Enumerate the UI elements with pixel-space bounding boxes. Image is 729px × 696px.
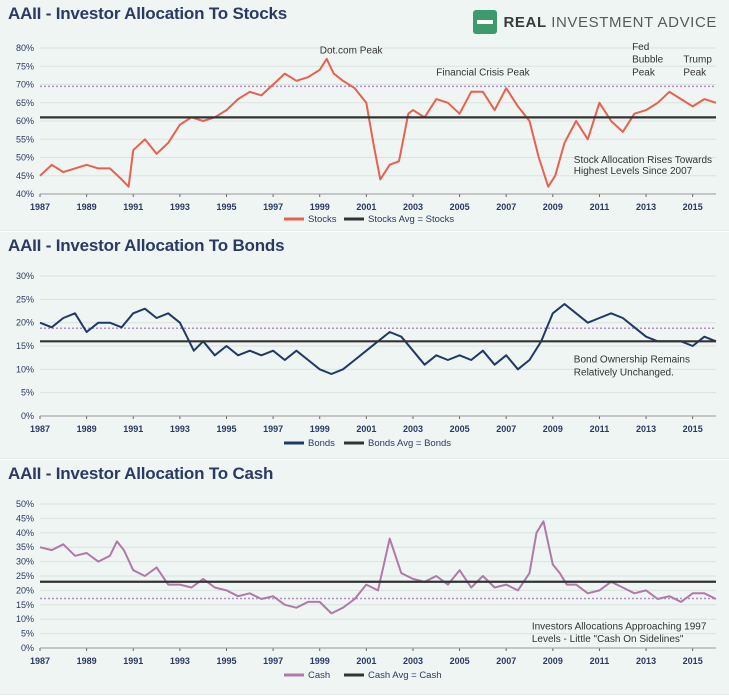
bonds-chart-svg: 0% 5% 10% 15% 20% 25% 30% 1987 1989 1991 1993 1995 1…	[0, 232, 729, 458]
cash-y-tick-label: 5%	[21, 629, 34, 639]
stocks-x-tick-label: 2001	[356, 202, 376, 212]
stocks-y-tick-label: 65%	[16, 98, 34, 108]
cash-x-tick-label: 1991	[123, 656, 143, 666]
bonds-annotation: Bond Ownership Remains	[574, 354, 690, 365]
cash-annotation: Investors Allocations Approaching 1997	[532, 621, 707, 632]
stocks-annotation: Peak	[683, 67, 707, 78]
stocks-y-tick-label: 40%	[16, 189, 34, 199]
bonds-y-tick-label: 5%	[21, 388, 34, 398]
cash-x-tick-label: 2001	[356, 656, 376, 666]
cash-x-tick-label: 1987	[30, 656, 50, 666]
stocks-x-tick-label: 2009	[543, 202, 563, 212]
bonds-y-tick-label: 20%	[16, 318, 34, 328]
cash-legend-label: Cash	[308, 670, 330, 681]
stocks-y-tick-label: 70%	[16, 80, 34, 90]
bonds-x-tick-label: 1993	[170, 424, 190, 434]
stocks-x-tick-label: 2005	[450, 202, 470, 212]
stocks-x-tick-label: 2015	[683, 202, 703, 212]
stocks-x-tick-label: 1999	[310, 202, 330, 212]
bonds-legend-label: Bonds	[308, 438, 335, 449]
stocks-annotation: Financial Crisis Peak	[436, 67, 530, 78]
stocks-annotation: Trump	[683, 55, 712, 66]
bonds-x-tick-label: 1997	[263, 424, 283, 434]
bonds-y-tick-label: 30%	[16, 271, 34, 281]
bonds-x-tick-label: 2015	[683, 424, 703, 434]
bonds-y-tick-label: 0%	[21, 411, 34, 421]
cash-y-tick-label: 35%	[16, 542, 34, 552]
cash-y-tick-label: 25%	[16, 571, 34, 581]
stocks-x-tick-label: 2013	[636, 202, 656, 212]
cash-series-line	[40, 521, 716, 613]
stocks-x-tick-label: 2011	[590, 202, 610, 212]
cash-x-tick-label: 1993	[170, 656, 190, 666]
cash-x-tick-label: 1999	[310, 656, 330, 666]
cash-y-tick-label: 50%	[16, 499, 34, 509]
stocks-legend-label: Stocks	[308, 214, 337, 225]
stocks-x-tick-label: 2003	[403, 202, 423, 212]
cash-x-tick-label: 2005	[450, 656, 470, 666]
bonds-legend-avg-label: Bonds Avg = Bonds	[368, 438, 451, 449]
bonds-x-tick-label: 1989	[77, 424, 97, 434]
bonds-x-tick-label: 2013	[636, 424, 656, 434]
cash-y-tick-label: 10%	[16, 614, 34, 624]
cash-chart-svg: 0% 5% 10% 15% 20% 25% 30% 35% 40% 45% 50% 1987 1989 1…	[0, 460, 729, 694]
cash-y-tick-label: 45%	[16, 513, 34, 523]
cash-x-tick-label: 2013	[636, 656, 656, 666]
stocks-annotation: Dot.com Peak	[320, 45, 384, 56]
cash-x-tick-label: 1989	[77, 656, 97, 666]
stocks-chart-panel: AAII - Investor Allocation To Stocks REA…	[0, 0, 729, 231]
bonds-x-tick-label: 1991	[123, 424, 143, 434]
cash-y-tick-label: 15%	[16, 600, 34, 610]
stocks-annotation: Stock Allocation Rises Towards	[574, 155, 712, 166]
cash-x-tick-label: 1997	[263, 656, 283, 666]
cash-x-tick-label: 1995	[216, 656, 236, 666]
cash-chart-panel: AAII - Investor Allocation To Cash 0% 5% 1…	[0, 460, 729, 695]
cash-x-tick-label: 2007	[496, 656, 516, 666]
stocks-chart-svg: 40% 45% 50% 55% 60% 65% 70% 75% 80% 1987 1989 1991 1…	[0, 0, 729, 230]
stocks-x-tick-label: 1987	[30, 202, 50, 212]
stocks-annotation: Fed	[632, 42, 649, 53]
bonds-chart-panel: AAII - Investor Allocation To Bonds 0% 5%…	[0, 232, 729, 459]
cash-y-tick-label: 0%	[21, 643, 34, 653]
stocks-annotation: Bubble	[632, 55, 664, 66]
bonds-x-tick-label: 2005	[450, 424, 470, 434]
bonds-x-tick-label: 1995	[216, 424, 236, 434]
stocks-y-tick-label: 55%	[16, 134, 34, 144]
bonds-y-tick-label: 10%	[16, 364, 34, 374]
cash-annotation: Levels - Little "Cash On Sidelines"	[532, 634, 684, 645]
bonds-x-tick-label: 1987	[30, 424, 50, 434]
stocks-y-tick-label: 80%	[16, 43, 34, 53]
bonds-annotation: Relatively Unchanged.	[574, 367, 674, 378]
bonds-x-tick-label: 2011	[590, 424, 610, 434]
bonds-x-tick-label: 2003	[403, 424, 423, 434]
bonds-x-tick-label: 1999	[310, 424, 330, 434]
cash-y-tick-label: 20%	[16, 585, 34, 595]
cash-x-tick-label: 2011	[590, 656, 610, 666]
cash-legend-avg-label: Cash Avg = Cash	[368, 670, 442, 681]
cash-x-tick-label: 2003	[403, 656, 423, 666]
bonds-y-tick-label: 15%	[16, 341, 34, 351]
cash-x-tick-label: 2009	[543, 656, 563, 666]
stocks-x-tick-label: 1995	[216, 202, 236, 212]
cash-y-tick-label: 40%	[16, 528, 34, 538]
stocks-annotation: Highest Levels Since 2007	[574, 166, 693, 177]
stocks-x-tick-label: 1993	[170, 202, 190, 212]
stocks-y-tick-label: 50%	[16, 153, 34, 163]
cash-y-tick-label: 30%	[16, 557, 34, 567]
stocks-y-tick-label: 60%	[16, 116, 34, 126]
bonds-x-tick-label: 2007	[496, 424, 516, 434]
stocks-y-tick-label: 75%	[16, 61, 34, 71]
stocks-x-tick-label: 1989	[77, 202, 97, 212]
stocks-x-tick-label: 1997	[263, 202, 283, 212]
bonds-x-tick-label: 2009	[543, 424, 563, 434]
cash-x-tick-label: 2015	[683, 656, 703, 666]
stocks-legend-avg-label: Stocks Avg = Stocks	[368, 214, 454, 225]
bonds-y-tick-label: 25%	[16, 294, 34, 304]
stocks-x-tick-label: 2007	[496, 202, 516, 212]
stocks-x-tick-label: 1991	[123, 202, 143, 212]
stocks-annotation: Peak	[632, 67, 656, 78]
stocks-y-tick-label: 45%	[16, 171, 34, 181]
bonds-x-tick-label: 2001	[356, 424, 376, 434]
